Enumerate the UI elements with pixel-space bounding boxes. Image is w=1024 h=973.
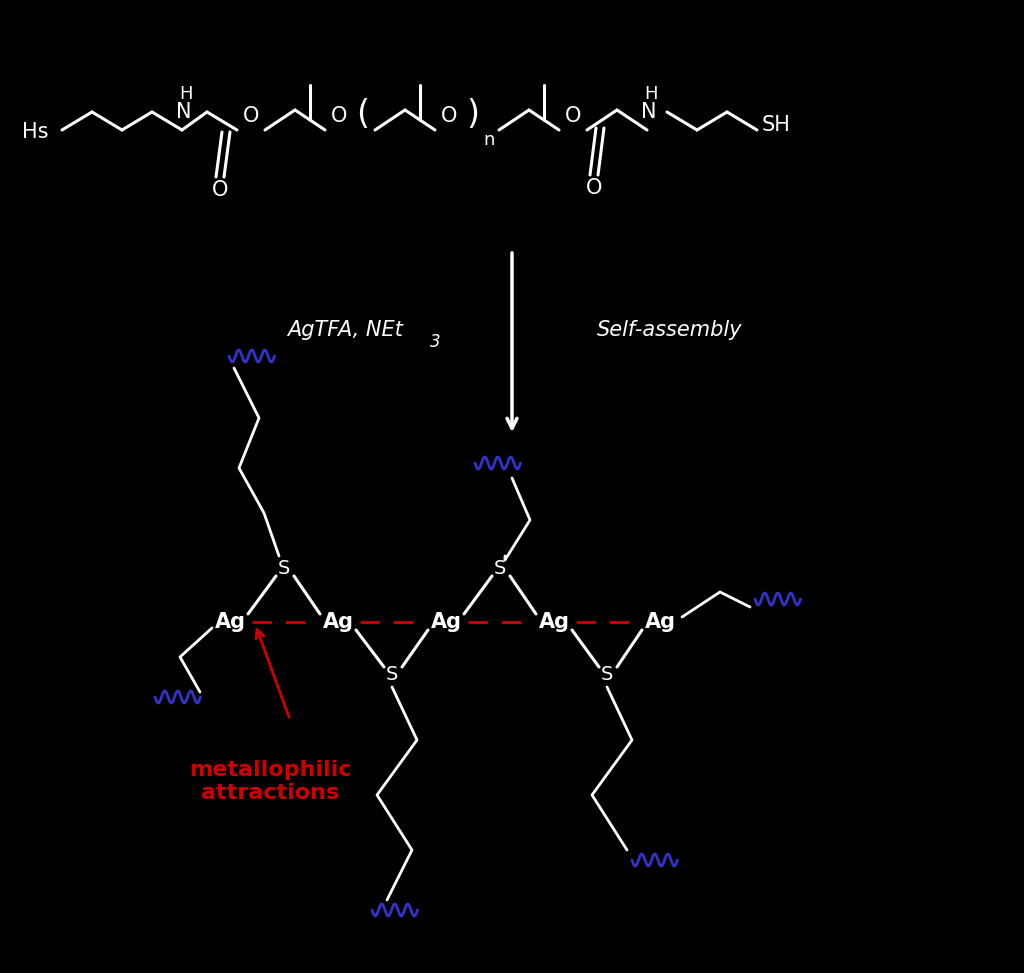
Text: S: S: [494, 559, 506, 578]
Text: H: H: [644, 85, 657, 103]
Text: Ag: Ag: [644, 612, 676, 632]
Text: n: n: [483, 131, 495, 149]
Text: 3: 3: [430, 333, 440, 351]
Text: AgTFA, NEt: AgTFA, NEt: [287, 320, 402, 340]
Text: SH: SH: [762, 115, 791, 135]
Text: Ag: Ag: [539, 612, 569, 632]
Text: metallophilic
attractions: metallophilic attractions: [188, 760, 351, 803]
Text: Ag: Ag: [214, 612, 246, 632]
Text: (: (: [356, 98, 370, 131]
Text: O: O: [440, 106, 457, 126]
Text: O: O: [212, 180, 228, 200]
Text: S: S: [601, 666, 613, 684]
Text: ): ): [467, 98, 479, 131]
Text: N: N: [176, 102, 191, 122]
Text: H: H: [179, 85, 193, 103]
Text: Ag: Ag: [430, 612, 462, 632]
Text: O: O: [586, 178, 602, 198]
Text: O: O: [243, 106, 259, 126]
Text: Hs: Hs: [22, 122, 48, 142]
Text: Self-assembly: Self-assembly: [597, 320, 742, 340]
Text: N: N: [641, 102, 656, 122]
Text: O: O: [331, 106, 347, 126]
Text: O: O: [565, 106, 582, 126]
Text: S: S: [386, 666, 398, 684]
Text: S: S: [278, 559, 290, 578]
Text: Ag: Ag: [323, 612, 353, 632]
